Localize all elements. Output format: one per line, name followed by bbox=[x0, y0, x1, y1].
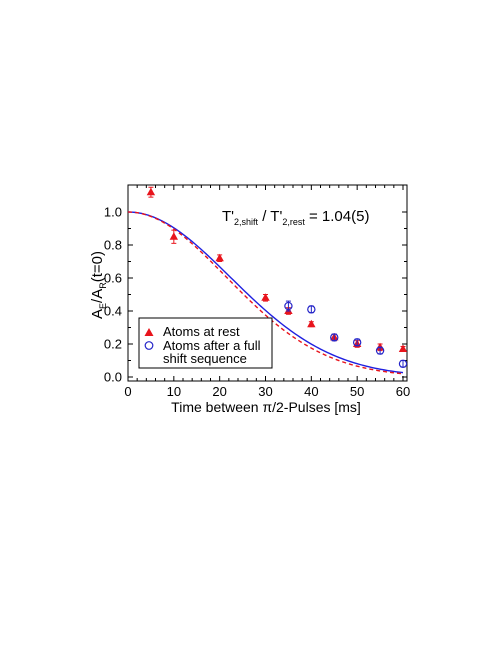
y-tick-label: 0.8 bbox=[104, 238, 122, 253]
data-point-rest bbox=[261, 293, 270, 301]
plot-frame bbox=[127, 184, 408, 382]
data-points bbox=[146, 186, 408, 368]
data-point-shift bbox=[307, 305, 316, 314]
y-tick-label: 0.0 bbox=[104, 370, 122, 385]
y-tick-label: 0.6 bbox=[104, 271, 122, 286]
x-tick-label: 40 bbox=[304, 384, 318, 399]
fit-curve-dashed bbox=[127, 211, 404, 375]
x-tick-label: 50 bbox=[350, 384, 364, 399]
legend-label-shift-line2: shift sequence bbox=[163, 351, 247, 366]
x-tick-label: 30 bbox=[258, 384, 272, 399]
legend-label-shift-line1: Atoms after a full bbox=[163, 338, 261, 353]
y-tick-label: 0.2 bbox=[104, 337, 122, 352]
legend-circle-marker bbox=[144, 341, 154, 350]
legend: Atoms at rest Atoms after a full shift s… bbox=[138, 317, 273, 369]
x-tick-label: 20 bbox=[212, 384, 226, 399]
data-point-rest bbox=[215, 253, 224, 262]
axis-ticks: 0 10 20 30 40 50 60 0.0 0.2 0.4 0.6 0.8 1.0 bbox=[104, 185, 410, 399]
data-point-rest bbox=[146, 187, 156, 196]
x-tick-label: 60 bbox=[396, 384, 410, 399]
fit-curve-solid bbox=[127, 211, 404, 374]
data-point-shift bbox=[398, 359, 408, 368]
data-point-shift bbox=[330, 333, 339, 342]
data-point-shift bbox=[284, 301, 293, 311]
legend-label-rest: Atoms at rest bbox=[163, 324, 240, 339]
legend-box bbox=[138, 317, 273, 369]
y-tick-label: 0.4 bbox=[104, 304, 122, 319]
x-tick-label: 0 bbox=[124, 384, 131, 399]
legend-triangle-marker bbox=[144, 328, 154, 336]
x-axis-label: Time between π/2-Pulses [ms] bbox=[171, 399, 361, 415]
data-point-shift bbox=[375, 346, 385, 355]
y-axis-label: AE/AR(t=0) bbox=[89, 251, 108, 319]
data-point-shift bbox=[352, 338, 362, 347]
x-tick-label: 10 bbox=[167, 384, 181, 399]
data-point-rest bbox=[169, 232, 179, 240]
data-point-rest bbox=[398, 344, 408, 352]
fit-curves bbox=[127, 211, 404, 375]
y-tick-label: 1.0 bbox=[104, 205, 122, 220]
ratio-annotation: T'2,shift / T'2,rest = 1.04(5) bbox=[222, 208, 369, 227]
data-point-rest bbox=[307, 319, 316, 328]
